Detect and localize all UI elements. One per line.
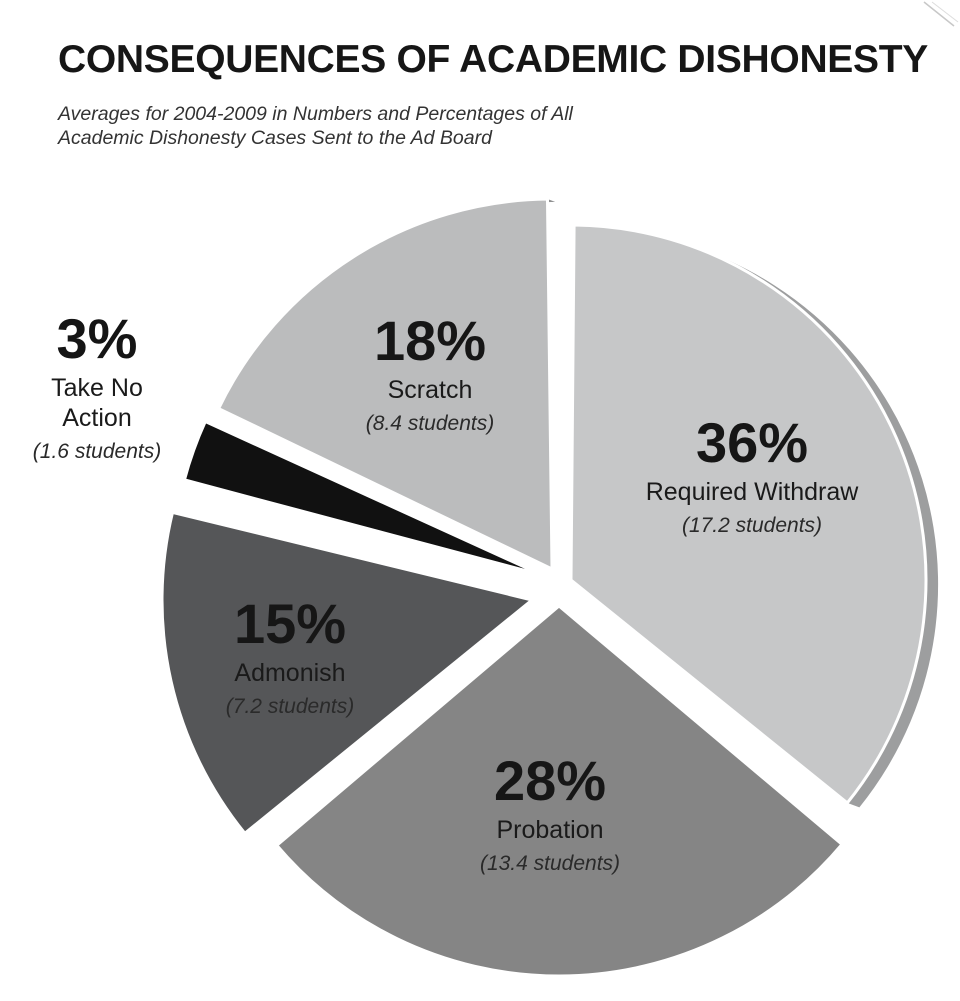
slice-count-take-no-action: (1.6 students) <box>33 440 161 463</box>
pie-slices <box>160 197 939 978</box>
slice-percent-admonish: 15% <box>234 592 346 655</box>
slice-label-scratch: Scratch <box>388 376 473 404</box>
slice-label-take-no-action-line-2: Action <box>62 404 131 432</box>
corner-arrow-icon <box>923 1 959 27</box>
chart-subtitle: Averages for 2004-2009 in Numbers and Pe… <box>58 102 758 150</box>
slice-count-required-withdraw: (17.2 students) <box>682 514 822 537</box>
slice-percent-take-no-action: 3% <box>57 307 138 370</box>
slice-label-required-withdraw: Required Withdraw <box>646 478 860 506</box>
slice-required-withdraw <box>569 223 928 806</box>
slice-percent-scratch: 18% <box>374 309 486 372</box>
slice-take-no-action <box>182 419 543 577</box>
slice-probation <box>274 604 845 978</box>
slice-percent-probation: 28% <box>494 749 606 812</box>
slice-label-take-no-action-line-1: Take No <box>51 374 143 402</box>
slice-scratch <box>216 197 554 572</box>
slice-label-probation: Probation <box>496 816 603 844</box>
chart-subtitle-line-1: Averages for 2004-2009 in Numbers and Pe… <box>58 103 573 125</box>
slice-percent-required-withdraw: 36% <box>696 411 808 474</box>
chart-title: CONSEQUENCES OF ACADEMIC DISHONESTY <box>58 38 928 81</box>
slice-label-admonish: Admonish <box>234 659 345 687</box>
slice-count-admonish: (7.2 students) <box>226 695 354 718</box>
slice-admonish <box>160 510 536 836</box>
slice-count-probation: (13.4 students) <box>480 852 620 875</box>
slice-count-scratch: (8.4 students) <box>366 412 494 435</box>
pie-labels: 36% Required Withdraw (17.2 students) 28% Pr… <box>33 307 859 875</box>
chart-subtitle-line-2: Academic Dishonesty Cases Sent to the Ad… <box>58 127 492 149</box>
